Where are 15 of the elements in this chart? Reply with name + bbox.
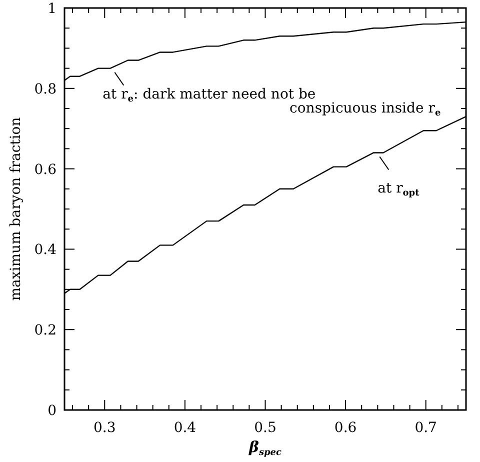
annotation: at r$_{opt}$ [378, 180, 420, 198]
x-tick-label: 0.4 [174, 420, 196, 436]
x-tick-label: 0.6 [334, 420, 357, 436]
y-tick-label: 1 [48, 1, 56, 17]
x-tick-label: 0.5 [254, 420, 276, 436]
y-axis-title: maximum baryon fraction [8, 117, 24, 301]
y-tick-label: 0.8 [34, 81, 56, 98]
annotation: at r$_{e}$: dark matter need not be conspicuous inside r$_{e}$ [102, 86, 441, 118]
x-tick-label: 0.7 [414, 420, 437, 436]
y-tick-label: 0.2 [34, 322, 56, 339]
x-tick-label: 0.3 [94, 420, 116, 436]
y-tick-label: 0.4 [34, 242, 57, 258]
x-axis-title: β$_{spec}$ [248, 438, 282, 458]
y-tick-label: 0 [48, 403, 56, 419]
y-tick-label: 0.6 [34, 162, 57, 178]
